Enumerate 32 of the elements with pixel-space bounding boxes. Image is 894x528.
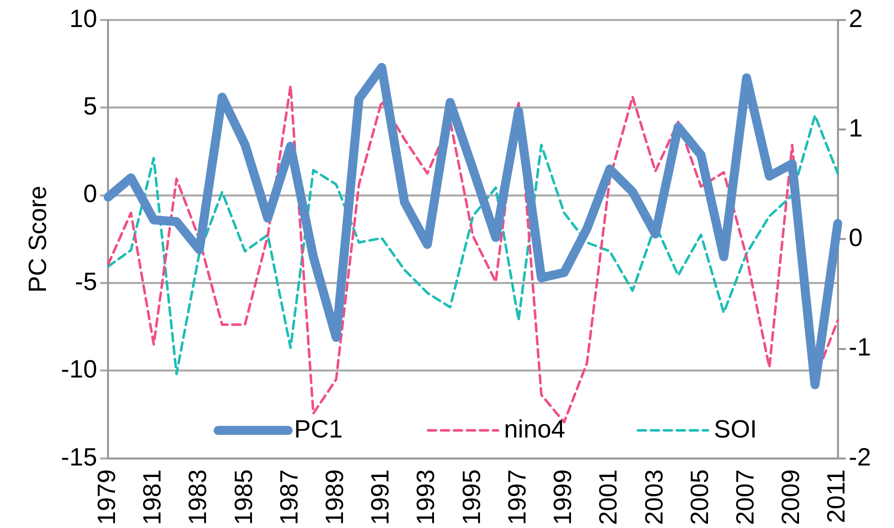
y2-tick-label: 0 [848,224,863,252]
y-axis-title: PC Score [24,186,52,293]
y-tick-label: 10 [69,4,98,33]
y-tick-label: 0 [83,180,98,208]
x-tick-label: 1983 [184,469,212,526]
x-tick-label: 1985 [230,469,258,526]
x-tick-label: 1995 [458,469,486,526]
x-tick-label: 2003 [640,469,668,526]
y-tick-label: 5 [83,92,98,121]
x-tick-label: 2011 [822,469,851,524]
y2-tick-label: 2 [848,4,863,33]
x-tick-label: 1991 [366,469,395,526]
y2-tick-label: -1 [848,334,872,362]
legend-label: SOI [714,415,757,444]
y2-tick-label: 1 [848,114,863,142]
x-tick-label: 1999 [549,469,578,526]
x-tick-label: 2007 [731,469,760,526]
x-tick-label: 1993 [412,469,440,526]
x-tick-label: 1981 [138,469,167,526]
y2-tick-label: -2 [848,443,872,472]
y-tick-label: -5 [74,268,98,296]
x-tick-label: 1979 [93,469,122,526]
legend-label: nino4 [504,415,566,444]
y-tick-label: -15 [60,443,98,472]
y-tick-label: -10 [60,356,98,384]
x-tick-label: 2005 [686,469,714,526]
legend-label: PC1 [294,415,343,444]
x-tick-label: 1987 [275,469,304,526]
x-tick-label: 2009 [777,469,806,526]
x-tick-label: 1989 [321,469,350,526]
x-tick-label: 1997 [503,469,532,526]
x-tick-label: 2001 [594,469,623,526]
